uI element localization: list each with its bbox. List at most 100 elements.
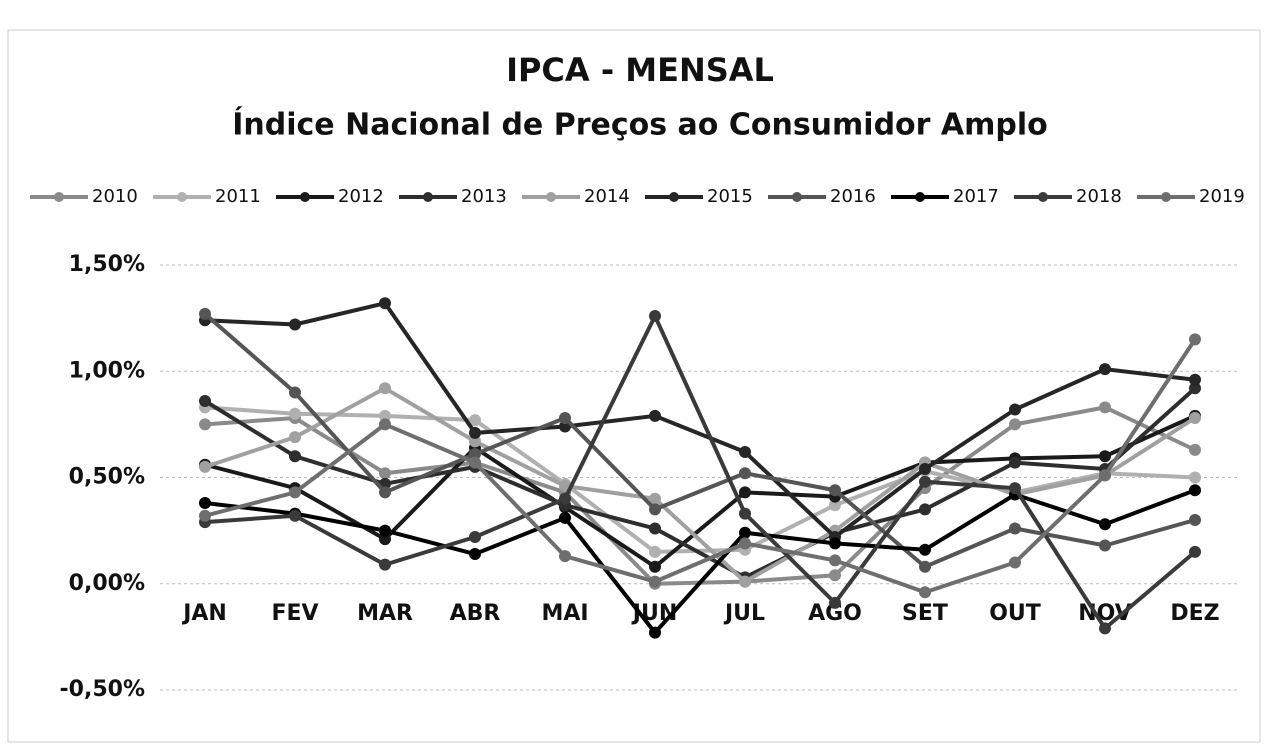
legend-marker (54, 192, 64, 202)
data-point (1009, 418, 1021, 431)
y-tick-label: 1,00% (69, 358, 145, 383)
data-point (1189, 471, 1201, 484)
data-point (199, 460, 211, 473)
y-tick-label: -0,50% (60, 677, 145, 702)
data-point (289, 386, 301, 399)
data-point (559, 511, 571, 524)
data-point (1189, 514, 1201, 526)
series-line (204, 300, 1196, 540)
data-point (379, 409, 391, 422)
data-point (739, 537, 751, 550)
chart-subtitle: Índice Nacional de Preços ao Consumidor … (232, 107, 1048, 143)
data-point (1009, 403, 1021, 416)
data-point (559, 412, 571, 424)
data-point (559, 492, 571, 505)
series-line (203, 386, 1197, 580)
data-point (559, 550, 571, 563)
data-point (739, 446, 751, 458)
data-point (919, 560, 931, 573)
data-point (469, 548, 481, 560)
legend-label: 2018 (1076, 186, 1122, 207)
data-point (379, 486, 391, 499)
chart-title: IPCA - MENSAL (506, 51, 774, 89)
data-point (1009, 456, 1021, 469)
data-point (649, 560, 661, 573)
data-point (649, 626, 661, 639)
data-point (379, 297, 391, 310)
data-point (649, 575, 661, 588)
data-point (829, 484, 841, 497)
data-point (1099, 450, 1111, 463)
data-point (469, 435, 481, 448)
data-point (289, 431, 301, 444)
data-point (1099, 539, 1111, 552)
legend-label: 2012 (338, 186, 384, 207)
data-point (1189, 443, 1201, 456)
legend-label: 2013 (461, 186, 507, 207)
series-line (204, 338, 1197, 595)
legend-marker (546, 192, 556, 202)
x-tick-label: FEV (271, 601, 318, 626)
legend-label: 2017 (953, 186, 999, 207)
chart-frame (7, 29, 1261, 743)
data-point (379, 382, 391, 395)
data-point (829, 537, 841, 550)
x-tick-label: SET (902, 601, 948, 626)
data-point (199, 509, 211, 522)
series-line (204, 311, 1197, 632)
data-point (469, 456, 481, 469)
data-point (199, 307, 211, 320)
legend-label: 2016 (830, 186, 876, 207)
data-point (829, 499, 841, 512)
legend-marker (1161, 192, 1171, 202)
data-point (199, 395, 211, 407)
data-point (1189, 545, 1201, 558)
data-point (469, 531, 481, 543)
data-point (649, 545, 661, 558)
legend-marker (423, 192, 433, 202)
data-point (829, 554, 841, 567)
data-point (379, 524, 391, 537)
series-line (204, 488, 1196, 636)
data-point (1099, 518, 1111, 531)
legend-label: 2014 (584, 186, 630, 207)
data-point (379, 418, 391, 431)
data-point (289, 450, 301, 463)
data-point (1189, 484, 1201, 497)
data-point (1189, 412, 1201, 424)
data-point (1099, 469, 1111, 482)
data-point (1009, 482, 1021, 495)
data-point (1009, 522, 1021, 535)
legend-marker (1038, 192, 1048, 202)
series-line (203, 312, 1196, 570)
data-point (739, 486, 751, 499)
data-point (919, 503, 931, 516)
data-point (919, 463, 931, 475)
x-tick-label: ABR (450, 601, 501, 626)
data-point (919, 543, 931, 556)
data-point (739, 507, 751, 520)
data-point (469, 448, 481, 461)
data-point (919, 475, 931, 488)
data-point (649, 409, 661, 422)
data-point (289, 486, 301, 499)
data-point (649, 522, 661, 535)
x-tick-label: DEZ (1170, 601, 1219, 626)
series-line (204, 385, 1197, 585)
data-point (1009, 556, 1021, 569)
data-point (829, 596, 841, 609)
y-tick-label: 0,50% (69, 465, 145, 490)
data-point (199, 497, 211, 509)
data-point (649, 310, 661, 322)
legend-label: 2019 (1199, 186, 1245, 207)
legend-label: 2011 (215, 186, 261, 207)
data-point (739, 526, 751, 539)
y-tick-label: 1,50% (69, 252, 145, 277)
x-tick-label: MAI (541, 601, 588, 626)
data-point (1099, 622, 1111, 635)
data-point (1189, 333, 1201, 346)
legend-marker (300, 192, 310, 202)
data-point (1099, 363, 1111, 376)
data-point (919, 586, 931, 599)
